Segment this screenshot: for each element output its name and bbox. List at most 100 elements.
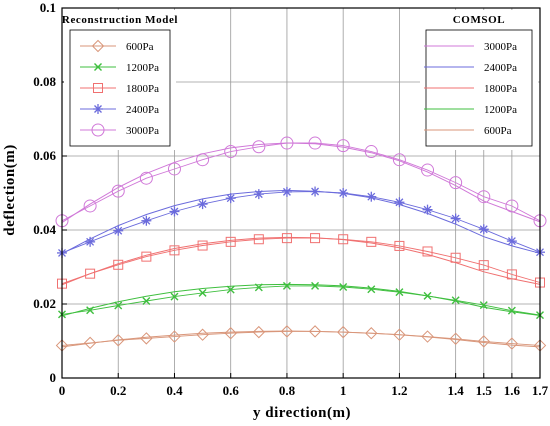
data-point-recon-1200pa	[395, 288, 404, 297]
axis-ticks: 0 0.2 0.4 0.6 0.8 1 1.2 1.4 1.5 1.6 1.7 0 0.02 0.04 0.…	[33, 0, 548, 398]
data-point-recon-2400pa	[169, 206, 180, 217]
legend-reconstruction-model: Reconstruction Model 600Pa 1200Pa 1800Pa 240…	[62, 10, 177, 150]
data-point-recon-1200pa	[170, 292, 179, 301]
data-point-recon-1800pa	[197, 240, 208, 251]
data-point-recon-3000pa	[252, 140, 266, 154]
data-point-recon-2400pa	[366, 191, 377, 202]
series-line-recon-2400pa	[61, 191, 541, 254]
marker-stroke	[254, 283, 263, 292]
data-point-recon-3000pa	[139, 171, 153, 185]
data-point-recon-600pa	[252, 325, 266, 339]
marker-stroke	[86, 237, 95, 246]
data-point-recon-1200pa	[507, 306, 516, 315]
legends: Reconstruction Model 600Pa 1200Pa 1800Pa 240…	[62, 10, 538, 150]
marker-stroke	[507, 306, 516, 315]
legend-swatch-marker	[93, 83, 103, 93]
series-recon-2400pa	[57, 186, 545, 258]
data-point-recon-2400pa	[338, 188, 349, 198]
data-point-recon-600pa	[280, 325, 294, 338]
comsol-series	[61, 142, 541, 348]
marker-stroke	[479, 301, 488, 310]
data-point-recon-600pa	[224, 327, 237, 340]
data-point-recon-2400pa	[394, 197, 405, 208]
legend-title: COMSOL	[453, 14, 506, 26]
data-point-recon-3000pa	[336, 139, 350, 153]
y-axis-label: deflection(m)	[2, 144, 18, 235]
data-point-recon-1200pa	[311, 281, 320, 290]
data-point-recon-600pa	[505, 337, 519, 350]
x-tick-label: 1	[340, 383, 347, 398]
data-point-recon-2400pa	[253, 189, 264, 200]
data-point-recon-1800pa	[281, 233, 292, 244]
data-point-recon-2400pa	[197, 199, 208, 210]
data-point-recon-1800pa	[422, 246, 433, 257]
marker-stroke	[282, 187, 291, 196]
marker-stroke	[86, 306, 95, 315]
data-point-recon-1200pa	[198, 288, 207, 297]
marker-stroke	[395, 288, 404, 297]
data-point-recon-1200pa	[339, 282, 348, 291]
marker-stroke	[451, 214, 460, 223]
marker-stroke	[451, 296, 460, 305]
x-tick-label: 0.8	[279, 383, 296, 398]
data-point-recon-3000pa	[449, 176, 463, 190]
data-point-recon-1200pa	[367, 285, 376, 294]
data-point-recon-2400pa	[450, 213, 461, 224]
data-point-recon-1200pa	[479, 301, 488, 310]
y-tick-label: 0.02	[33, 296, 56, 311]
marker-stroke	[226, 194, 235, 203]
data-point-recon-1200pa	[451, 296, 460, 305]
data-point-recon-1800pa	[450, 252, 461, 263]
legend-swatch-marker	[91, 123, 105, 137]
data-point-recon-1200pa	[226, 285, 235, 294]
marker-stroke	[170, 207, 179, 216]
data-point-recon-600pa	[168, 330, 181, 343]
plot-frame	[61, 7, 541, 379]
data-point-recon-1200pa	[142, 297, 151, 306]
data-point-recon-600pa	[83, 336, 97, 350]
marker-stroke	[339, 189, 348, 197]
data-point-recon-3000pa	[280, 136, 294, 150]
series-line-comsol-1200pa	[61, 283, 541, 317]
data-point-recon-600pa	[365, 327, 378, 340]
marker-stroke	[507, 237, 516, 246]
series-recon-3000pa	[55, 136, 547, 228]
data-point-recon-1800pa	[338, 234, 349, 245]
x-tick-label: 0	[59, 383, 66, 398]
series-comsol-3000pa	[61, 142, 541, 224]
marker-stroke	[423, 291, 432, 300]
data-point-recon-600pa	[336, 325, 350, 339]
marker-stroke	[367, 285, 376, 294]
data-point-recon-3000pa	[83, 199, 97, 213]
marker-stroke	[311, 281, 320, 290]
data-point-recon-1800pa	[113, 259, 124, 270]
data-point-recon-1800pa	[85, 268, 96, 279]
y-tick-label: 0.08	[33, 74, 56, 89]
y-tick-label: 0.06	[33, 148, 56, 163]
series-line-recon-3000pa	[61, 142, 541, 222]
y-tick-label: 0	[50, 370, 57, 385]
data-point-recon-600pa	[308, 325, 322, 338]
y-tick-label: 0.1	[40, 0, 56, 15]
data-point-recon-600pa	[140, 332, 153, 345]
marker-stroke	[94, 63, 102, 71]
series-line-recon-1800pa	[61, 237, 541, 285]
y-tick-label: 0.04	[33, 222, 56, 237]
x-tick-label: 1.6	[504, 383, 521, 398]
data-point-recon-1800pa	[478, 260, 489, 271]
data-point-recon-3000pa	[111, 184, 125, 198]
legend-entry-label: 1200Pa	[126, 62, 159, 74]
data-point-recon-3000pa	[308, 136, 322, 150]
series-recon-1200pa	[58, 281, 544, 320]
x-tick-label: 0.2	[110, 383, 126, 398]
legend-entry-label: 1800Pa	[126, 83, 159, 95]
data-point-recon-1200pa	[86, 306, 95, 315]
legend-swatch-marker	[93, 104, 103, 114]
data-point-recon-2400pa	[225, 193, 236, 204]
legend-entry-label: 3000Pa	[484, 41, 517, 53]
x-tick-label: 0.6	[223, 383, 240, 398]
marker-stroke	[367, 192, 376, 201]
data-point-recon-2400pa	[85, 236, 96, 247]
x-tick-label: 0.4	[166, 383, 183, 398]
